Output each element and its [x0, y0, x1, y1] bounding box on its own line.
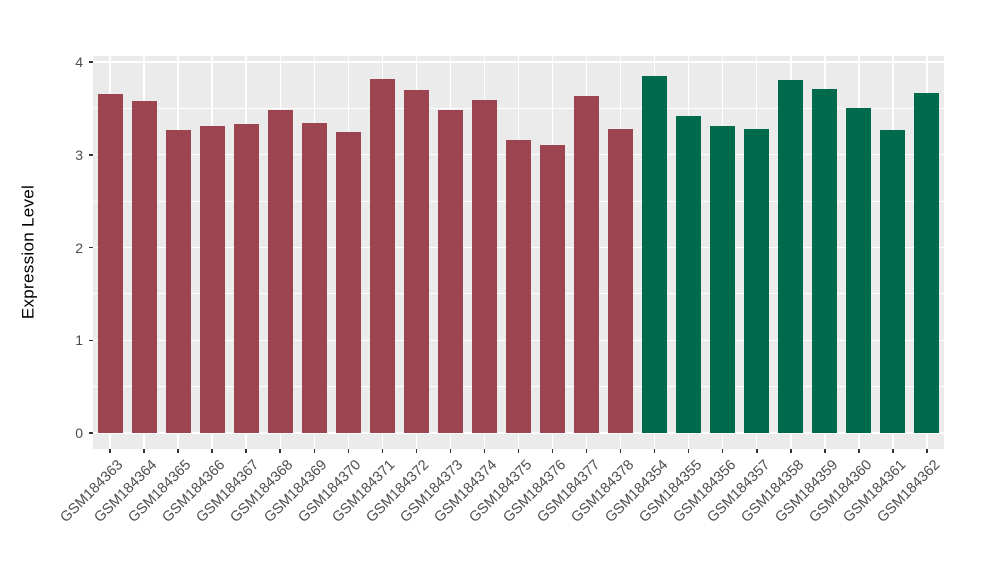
x-tick-mark	[347, 449, 350, 453]
x-tick-mark	[892, 449, 894, 453]
bar	[914, 92, 940, 433]
bar	[369, 78, 395, 433]
y-tick-mark	[89, 61, 93, 63]
x-tick-mark	[211, 449, 213, 453]
bar	[131, 100, 157, 433]
y-tick-label: 3	[75, 146, 83, 163]
bar	[608, 128, 634, 433]
bar	[812, 88, 838, 433]
bar	[574, 96, 600, 433]
bar	[642, 75, 668, 433]
y-axis-title: Expression Level	[18, 184, 37, 319]
x-tick-mark	[381, 449, 384, 453]
bar	[744, 128, 770, 433]
x-tick-mark	[313, 449, 315, 453]
bar	[97, 93, 123, 433]
x-tick-mark	[551, 449, 554, 453]
bar	[301, 123, 327, 433]
x-tick-mark	[721, 449, 724, 453]
plot-panel	[93, 56, 944, 449]
bar	[710, 125, 736, 433]
bar	[846, 108, 872, 433]
bar	[267, 110, 293, 433]
bar	[778, 79, 804, 433]
x-tick-mark	[517, 449, 520, 453]
bar	[403, 89, 429, 433]
x-tick-mark	[756, 449, 758, 453]
y-tick-label: 1	[75, 332, 83, 349]
bar	[437, 110, 463, 433]
y-tick-label: 4	[75, 54, 83, 70]
x-tick-mark	[790, 449, 792, 453]
x-tick-mark	[143, 449, 145, 453]
x-tick-mark	[279, 449, 281, 453]
bar	[199, 125, 225, 433]
bar	[471, 100, 497, 433]
x-tick-mark	[449, 449, 452, 453]
x-tick-mark	[858, 449, 860, 453]
x-tick-mark	[415, 449, 418, 453]
bar	[676, 115, 702, 433]
x-tick-mark	[619, 449, 622, 453]
x-tick-mark	[245, 449, 247, 453]
x-tick-mark	[109, 449, 111, 453]
y-tick-mark	[89, 246, 93, 249]
x-tick-mark	[483, 449, 486, 453]
x-tick-mark	[687, 449, 690, 453]
x-tick-mark	[177, 449, 179, 453]
y-tick-mark	[89, 154, 93, 156]
bar	[335, 132, 361, 433]
bar	[165, 129, 191, 433]
y-tick-label: 0	[75, 425, 83, 441]
x-tick-mark	[653, 449, 656, 453]
x-tick-mark	[824, 449, 826, 453]
x-tick-mark	[926, 449, 928, 453]
x-tick-mark	[585, 449, 588, 453]
y-tick-mark	[89, 432, 93, 434]
bar	[233, 124, 259, 433]
bar	[506, 139, 531, 433]
y-tick-mark	[89, 339, 93, 341]
bar	[880, 129, 906, 433]
y-tick-label: 2	[75, 239, 83, 256]
bar	[540, 145, 566, 433]
